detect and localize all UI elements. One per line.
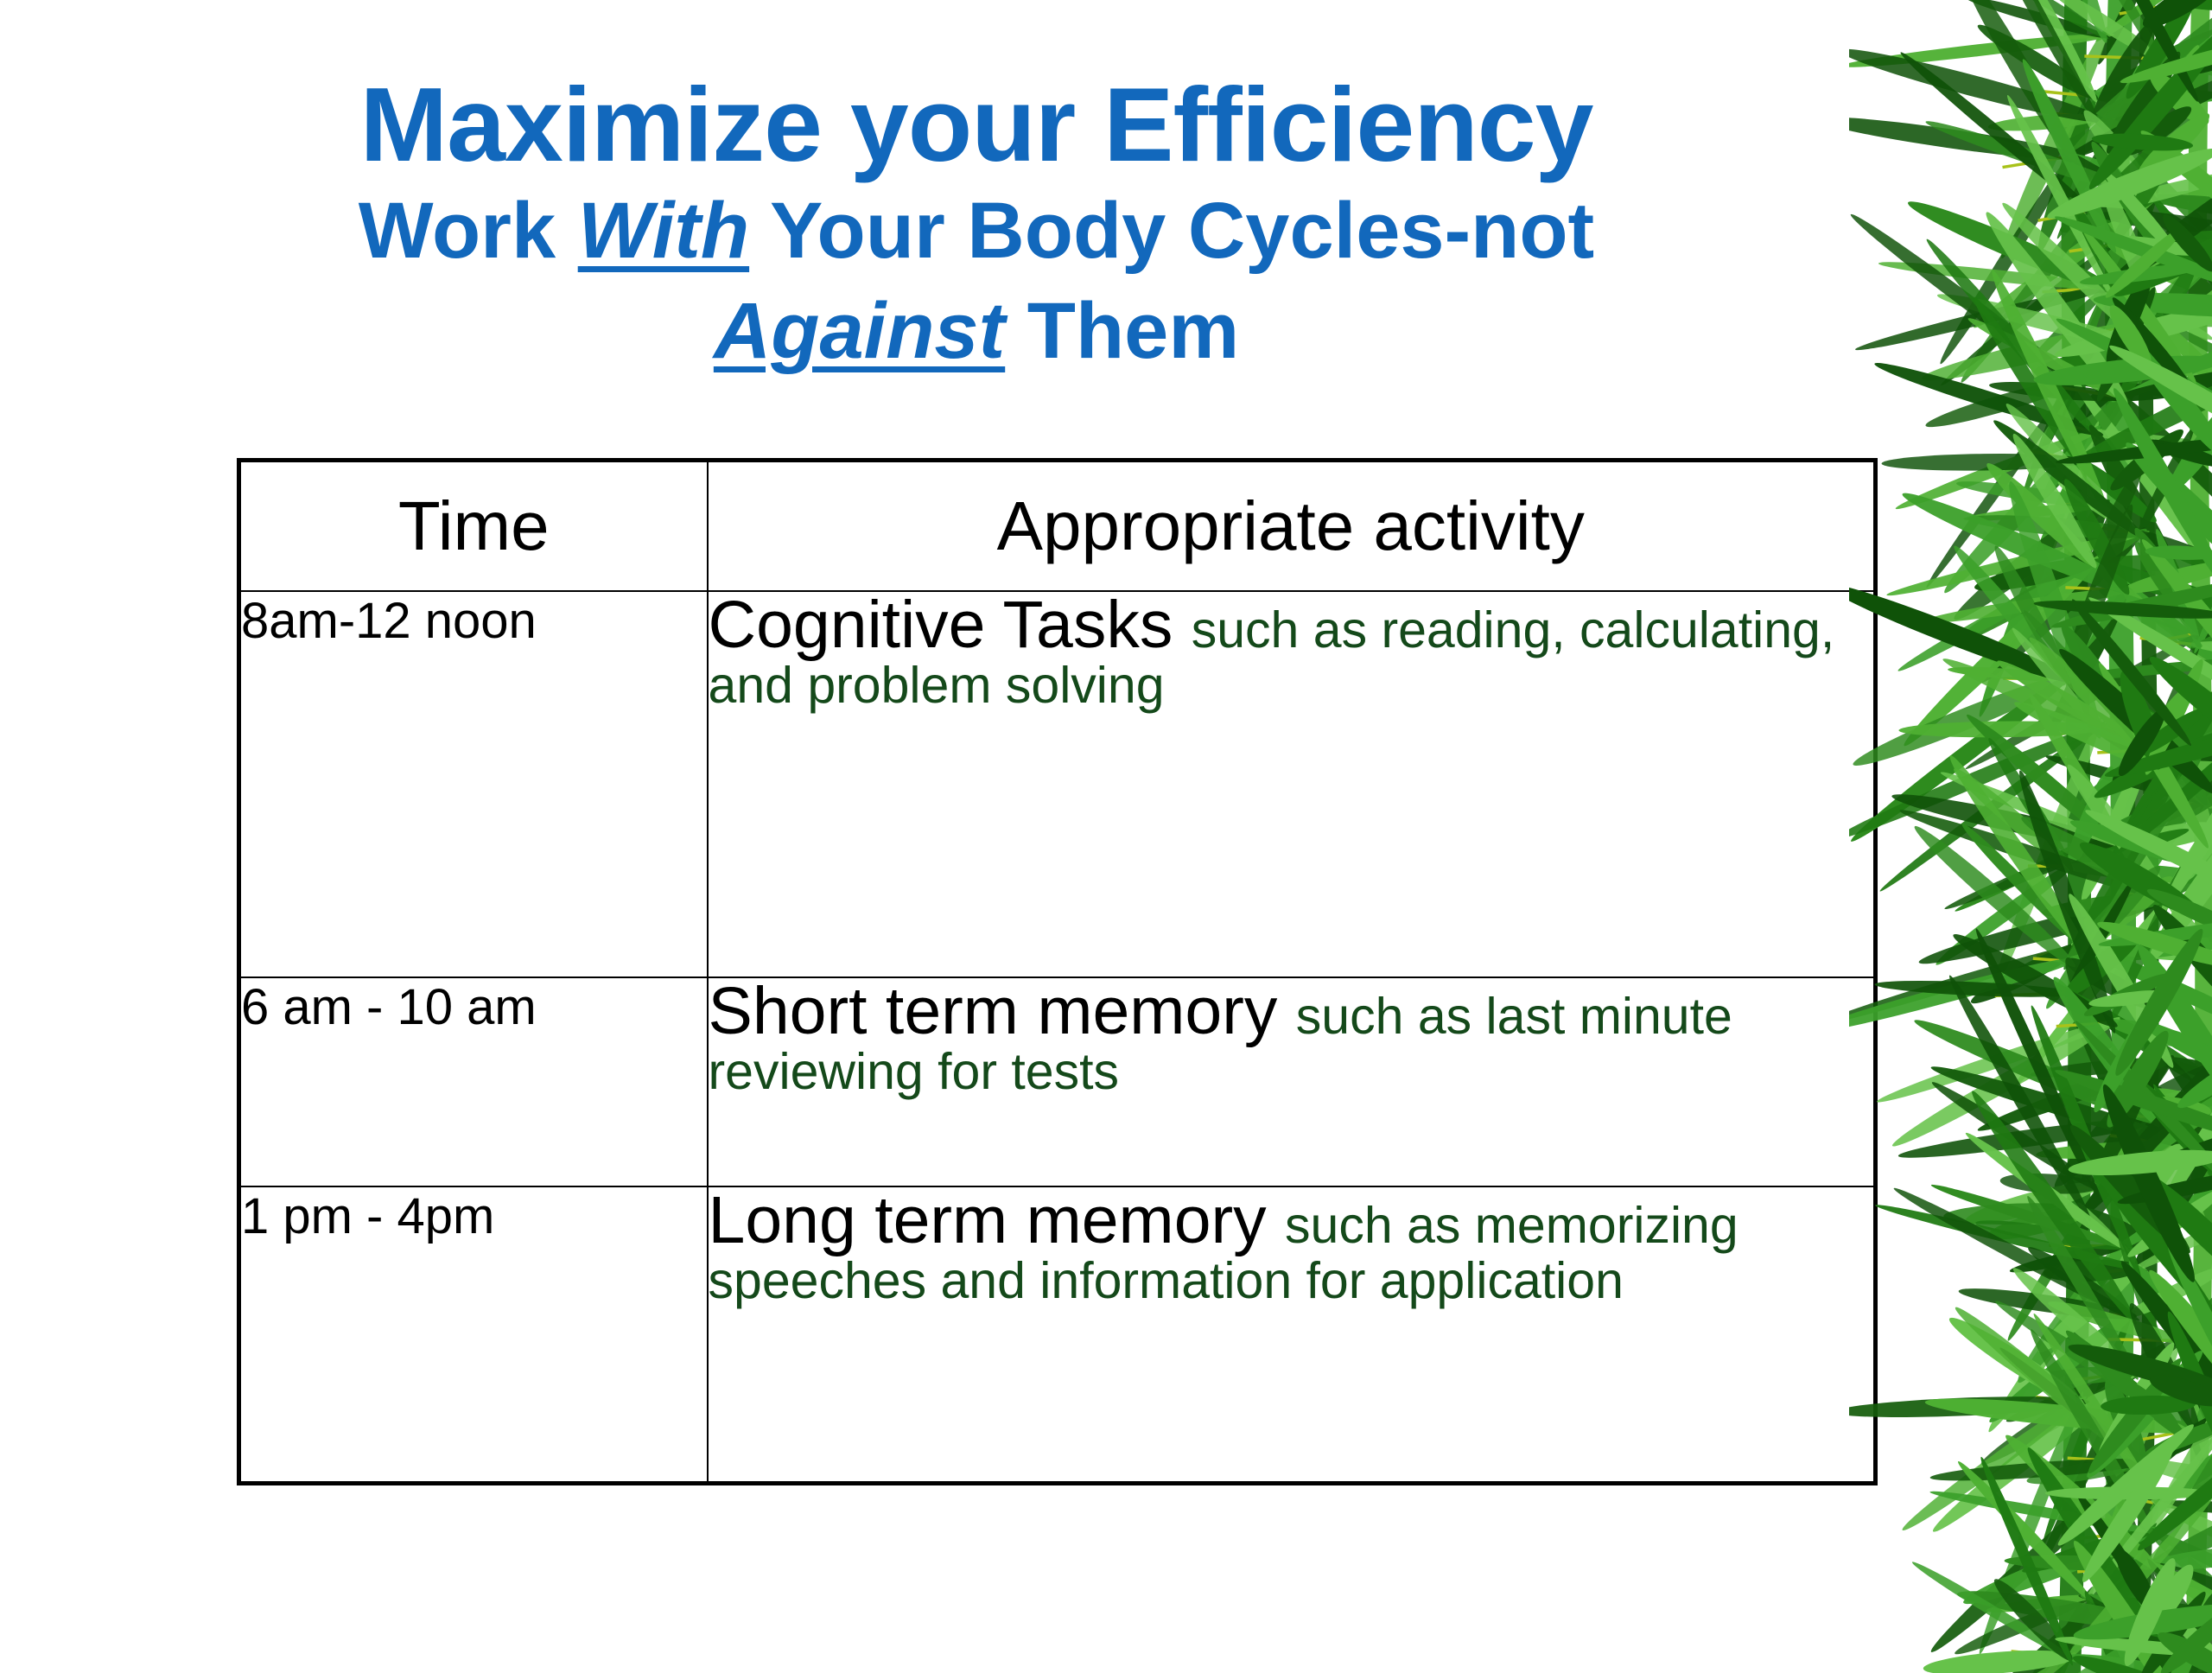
column-header-time: Time xyxy=(238,459,709,592)
activity-paragraph: Cognitive Tasks such as reading, calcula… xyxy=(709,592,1874,713)
table-header-row: Time Appropriate activity xyxy=(238,459,1877,592)
table-row: 1 pm - 4pm Long term memory such as memo… xyxy=(238,1186,1877,1485)
activity-paragraph: Long term memory such as memorizing spee… xyxy=(709,1187,1874,1308)
activity-description: such as reading, calculating, and proble… xyxy=(708,601,1835,714)
activity-heading: Cognitive Tasks xyxy=(708,588,1192,662)
activity-heading: Long term memory xyxy=(708,1183,1286,1257)
cell-activity: Long term memory such as memorizing spee… xyxy=(706,1186,1877,1485)
table-row: 6 am - 10 am Short term memory such as l… xyxy=(238,976,1877,1187)
table-row: 8am-12 noon Cognitive Tasks such as read… xyxy=(238,590,1877,978)
activity-heading: Short term memory xyxy=(708,974,1296,1048)
body-cycles-table: Time Appropriate activity 8am-12 noon Co… xyxy=(237,458,1878,1485)
subtitle-prefix: Work xyxy=(358,187,578,276)
cell-time: 1 pm - 4pm xyxy=(238,1186,709,1485)
title-block: Maximize your Efficiency Work With Your … xyxy=(0,71,1953,378)
cell-time: 8am-12 noon xyxy=(238,590,709,978)
subtitle-line-2: Against Them xyxy=(0,285,1953,378)
subtitle-emphasis-against: Against xyxy=(713,287,1006,376)
cell-time: 6 am - 10 am xyxy=(238,976,709,1187)
page-title: Maximize your Efficiency xyxy=(359,66,1594,183)
cell-activity: Cognitive Tasks such as reading, calcula… xyxy=(706,590,1877,978)
column-header-activity: Appropriate activity xyxy=(706,459,1877,592)
activity-paragraph: Short term memory such as last minute re… xyxy=(709,978,1874,1099)
cell-activity: Short term memory such as last minute re… xyxy=(706,976,1877,1187)
subtitle-suffix: Your Body Cycles-not xyxy=(749,187,1595,276)
subtitle-emphasis-with: With xyxy=(577,187,750,276)
activity-description: such as memorizing speeches and informat… xyxy=(708,1197,1738,1309)
subtitle-line2-suffix: Them xyxy=(1005,287,1240,376)
subtitle-line-1: Work With Your Body Cycles-not xyxy=(0,185,1953,278)
activity-description: such as last minute reviewing for tests xyxy=(708,988,1732,1100)
